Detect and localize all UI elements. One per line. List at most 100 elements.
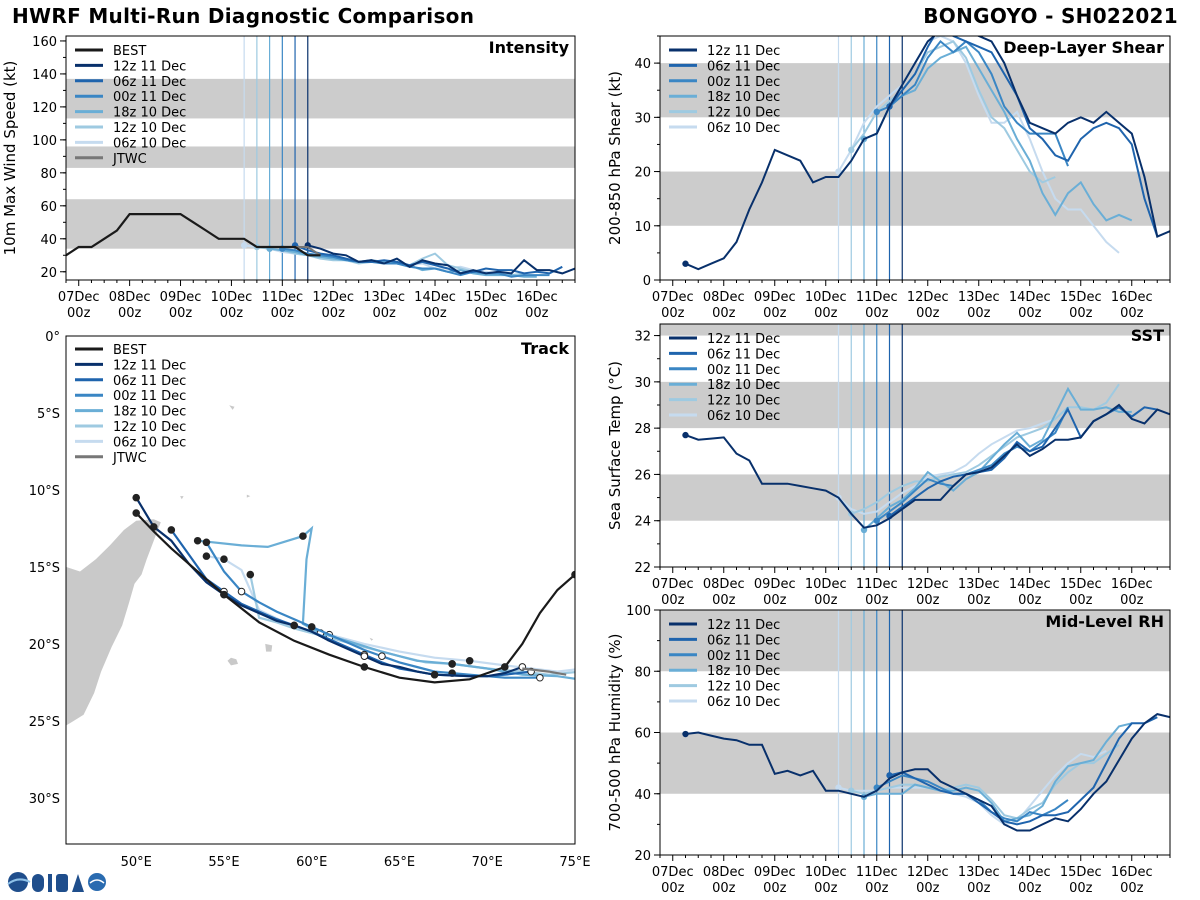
x-tick-label-day: 14Dec [1009, 577, 1051, 592]
x-tick-label-day: 16Dec [1111, 577, 1153, 592]
y-tick-label: 140 [32, 68, 57, 83]
legend-label-12z-11-dec: 12z 11 Dec [707, 332, 780, 347]
chart-shear: 01020304007Dec00z08Dec00z09Dec00z10Dec00… [606, 35, 1171, 321]
x-tick-label-day: 08Dec [109, 290, 151, 305]
chart-sst: 22242628303207Dec00z08Dec00z09Dec00z10De… [606, 323, 1171, 608]
lat-tick-label: 30°S [29, 792, 60, 807]
series-line-06z-11-dec [889, 716, 1158, 826]
track-marker-best [220, 590, 228, 599]
panel-title: SST [1131, 326, 1164, 345]
series-line-00z-11-dec [876, 406, 1069, 522]
track-marker-06z-11-dec [167, 526, 176, 534]
y-tick-label: 100 [626, 604, 651, 619]
band-0 [660, 171, 1170, 226]
x-tick-label-day: 13Dec [363, 290, 405, 305]
y-tick-label: 26 [634, 468, 651, 483]
legend-label-06z-11-dec: 06z 11 Dec [113, 75, 186, 90]
cira-logo-letter-r [56, 874, 68, 892]
legend-label-12z-11-dec: 12z 11 Dec [113, 358, 186, 373]
track-marker-12z-11-dec [360, 652, 369, 660]
x-tick-label-hour: 00z [525, 306, 549, 321]
series-line-best [66, 213, 321, 257]
x-tick-label-day: 10Dec [805, 865, 847, 880]
island [227, 657, 238, 666]
x-tick-label-day: 14Dec [1009, 290, 1051, 305]
legend-label-06z-11-dec: 06z 11 Dec [707, 633, 780, 648]
track-marker-12z-11-dec [430, 670, 439, 679]
x-tick-label-hour: 00z [865, 593, 889, 608]
x-tick-label-hour: 00z [916, 306, 940, 321]
cira-logo-letter-c [32, 874, 44, 892]
legend-label-jtwc: JTWC [112, 152, 147, 167]
track-marker-best [571, 570, 575, 579]
x-tick-label-hour: 00z [865, 881, 889, 896]
track-marker-best [132, 509, 141, 517]
y-tick-label: 10 [634, 220, 651, 235]
series-line-12z-11-dec [685, 36, 1170, 271]
x-tick-label-hour: 00z [712, 306, 736, 321]
series-start-marker-12z-11-dec [682, 260, 689, 267]
x-tick-label-hour: 00z [967, 306, 991, 321]
island [369, 637, 374, 641]
cira-logo-swoosh-icon [7, 878, 31, 885]
y-axis-label: 700-500 hPa Humidity (%) [606, 633, 624, 831]
track-marker-00z-11-dec [536, 673, 544, 682]
track-line-12z-11-dec [135, 497, 523, 678]
lon-tick-label: 70°E [472, 855, 503, 870]
y-tick-label: 100 [32, 134, 57, 149]
x-tick-label-day: 09Dec [160, 290, 202, 305]
x-tick-label-hour: 00z [661, 881, 685, 896]
x-tick-label-day: 15Dec [465, 290, 507, 305]
y-tick-label: 22 [634, 561, 651, 576]
x-tick-label-hour: 00z [1069, 306, 1093, 321]
band-2 [66, 78, 575, 119]
cira-logo [7, 872, 106, 892]
x-tick-label-day: 09Dec [754, 865, 796, 880]
y-tick-label: 40 [634, 57, 651, 72]
legend-label-12z-10-dec: 12z 10 Dec [707, 394, 780, 409]
track-marker-12z-10-dec [577, 668, 584, 675]
x-tick-label-day: 12Dec [907, 290, 949, 305]
y-tick-label: 32 [634, 330, 651, 345]
x-tick-label-day: 15Dec [1060, 577, 1102, 592]
x-tick-label-day: 07Dec [652, 865, 694, 880]
y-tick-label: 30 [634, 376, 651, 391]
lon-tick-label: 65°E [384, 855, 415, 870]
legend-label-06z-10-dec: 06z 10 Dec [113, 136, 186, 151]
legend-label-12z-10-dec: 12z 10 Dec [707, 106, 780, 121]
legend-label-18z-10-dec: 18z 10 Dec [707, 378, 780, 393]
legend-label-00z-11-dec: 00z 11 Dec [707, 363, 780, 378]
track-line-06z-11-dec [170, 529, 532, 678]
y-tick-label: 30 [634, 111, 651, 126]
series-group [682, 383, 1170, 534]
legend-label-12z-10-dec: 12z 10 Dec [113, 121, 186, 136]
panel-title: Track [521, 339, 569, 358]
track-marker-12z-11-dec [290, 621, 298, 630]
x-tick-label-hour: 00z [1120, 593, 1144, 608]
x-tick-label-day: 11Dec [856, 865, 898, 880]
cira-logo-seal-wave-icon [89, 879, 105, 884]
x-tick-label-day: 07Dec [652, 577, 694, 592]
x-tick-label-hour: 00z [423, 306, 447, 321]
y-axis-label: Sea Surface Temp (°C) [606, 361, 624, 530]
x-tick-label-hour: 00z [1018, 306, 1042, 321]
legend-label-18z-10-dec: 18z 10 Dec [113, 106, 186, 121]
x-tick-label-hour: 00z [118, 306, 142, 321]
series-line-12z-10-dec [851, 743, 1120, 820]
x-tick-label-day: 08Dec [703, 290, 745, 305]
band-1 [660, 610, 1170, 672]
lon-tick-label: 75°E [559, 855, 590, 870]
series-group [682, 713, 1170, 832]
track-marker-06z-10-dec [580, 665, 587, 672]
legend-label-18z-10-dec: 18z 10 Dec [113, 405, 186, 420]
track-marker-best [500, 663, 509, 671]
x-tick-label-hour: 00z [322, 306, 346, 321]
track-marker-06z-10-dec [465, 657, 474, 665]
y-tick-label: 60 [634, 727, 651, 742]
series-line-18z-10-dec [863, 722, 1133, 823]
track-line-best [135, 512, 575, 684]
x-tick-label-hour: 00z [814, 306, 838, 321]
